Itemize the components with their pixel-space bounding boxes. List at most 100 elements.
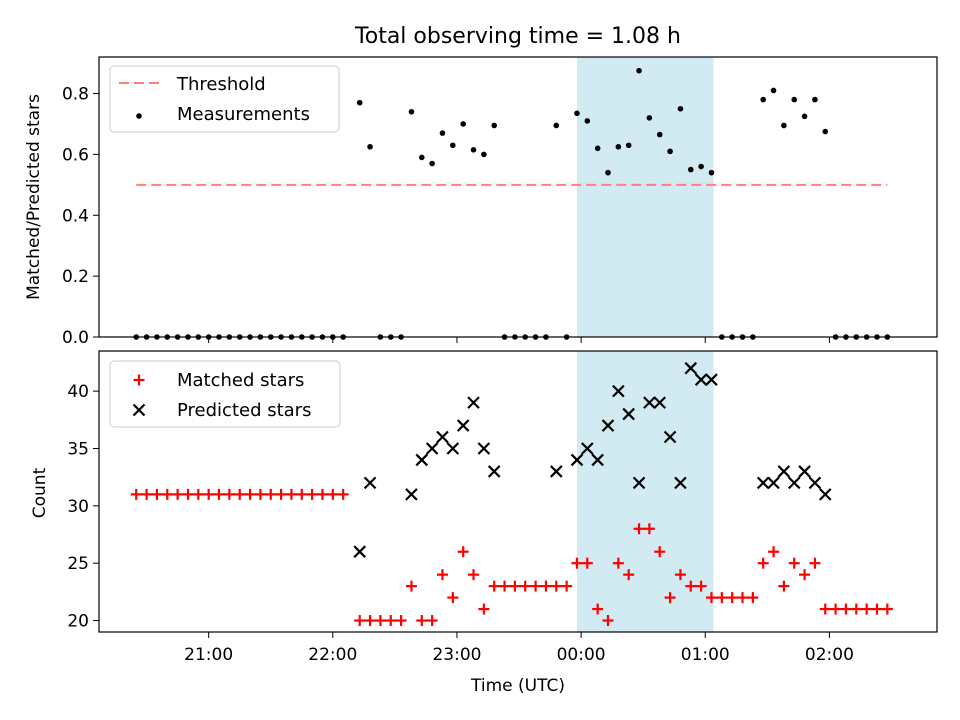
legend-measurement-label: Measurements <box>177 104 310 125</box>
measurement-point <box>667 148 673 155</box>
matched-star-point <box>819 603 831 615</box>
measurement-point <box>491 122 498 129</box>
matched-star-point <box>581 557 593 569</box>
matched-star-point <box>395 615 407 627</box>
matched-star-point <box>130 488 142 500</box>
y-tick-label: 0.8 <box>62 85 89 105</box>
measurement-point <box>781 122 787 129</box>
bottom-x-ticks: 21:00 22:00 23:00 00:00 01:00 02:00 <box>184 632 854 665</box>
y-tick-label: 35 <box>67 439 89 459</box>
measurement-point <box>698 163 704 170</box>
matched-star-point <box>592 603 604 615</box>
measurement-point <box>574 110 580 117</box>
predicted-star-point <box>643 396 656 409</box>
matched-star-point <box>809 557 821 569</box>
x-b <box>601 419 615 432</box>
matched-star-point <box>674 569 686 581</box>
measurement-point <box>615 143 622 150</box>
matched-star-point <box>316 488 328 500</box>
y-tick-label: 0.0 <box>62 328 89 348</box>
x-b <box>363 476 377 490</box>
matched-star-point <box>306 488 318 500</box>
matched-star-point <box>747 592 759 604</box>
x-b <box>808 476 822 490</box>
top-y-ticks: 0.0 0.2 0.4 0.6 0.8 <box>62 85 99 348</box>
predicted-star-point <box>415 453 429 467</box>
matched-star-point <box>778 580 790 592</box>
measurement-point <box>408 108 415 115</box>
measurement-point <box>553 122 560 129</box>
matched-star-point <box>354 615 366 627</box>
top-y-axis-label: Matched/Predicted stars <box>24 94 44 300</box>
matched-star-point <box>499 580 511 592</box>
matched-star-point <box>788 557 800 569</box>
predicted-star-point <box>436 430 449 444</box>
matched-star-point <box>478 603 490 615</box>
predicted-star-point <box>756 476 770 490</box>
matched-star-point <box>327 488 339 500</box>
x-b <box>612 384 625 398</box>
x-b <box>415 453 429 467</box>
matched-star-point <box>426 615 438 627</box>
predicted-star-point <box>684 361 698 375</box>
bottom-panel: 20 25 30 35 40 21:00 22:00 23:00 00:00 01:00 02:0… <box>30 350 938 696</box>
x-b <box>705 373 718 386</box>
predicted-star-point <box>456 419 470 432</box>
matched-star-point <box>654 546 666 558</box>
matched-star-point <box>213 488 225 500</box>
x-b <box>581 442 594 455</box>
predicted-star-point <box>581 442 594 455</box>
matched-star-point <box>705 592 717 604</box>
x-b <box>467 396 480 409</box>
x-b <box>446 442 460 455</box>
measurement-point <box>656 131 663 138</box>
matched-star-point <box>416 615 428 627</box>
matched-star-point <box>141 488 153 500</box>
predicted-star-point <box>674 476 687 490</box>
x-b <box>487 465 501 478</box>
matched-star-point <box>519 580 531 592</box>
measurement-point <box>605 169 611 176</box>
measurement-point <box>450 142 456 149</box>
measurement-point <box>812 96 818 103</box>
shaded-interval <box>576 351 714 632</box>
measurement-point <box>439 130 446 136</box>
predicted-star-point <box>601 419 615 432</box>
matched-star-point <box>530 580 542 592</box>
x-b <box>798 465 811 478</box>
legend-predicted-swatch <box>132 403 146 417</box>
measurement-point <box>687 166 694 173</box>
measurement-point <box>760 96 766 103</box>
matched-star-point <box>192 488 204 500</box>
matched-star-point <box>364 615 376 627</box>
measurement-point <box>584 118 591 124</box>
y-tick-label: 20 <box>67 612 89 632</box>
legend-matched-label: Matched stars <box>177 370 304 391</box>
top-legend: Threshold Measurements <box>109 65 340 133</box>
measurement-point <box>625 142 632 149</box>
x-b <box>787 476 801 490</box>
predicted-stars-points <box>353 361 832 558</box>
matched-star-point <box>223 488 235 500</box>
x-b <box>425 442 439 455</box>
matched-star-point <box>768 546 780 558</box>
matched-star-point <box>436 569 448 581</box>
x-tick-label: 23:00 <box>432 645 481 665</box>
measurement-point <box>770 87 777 94</box>
measurement-point <box>460 121 466 127</box>
matched-star-point <box>861 603 873 615</box>
x-b <box>132 403 146 417</box>
matched-star-point <box>457 546 469 558</box>
matched-stars-points <box>130 488 893 627</box>
matched-star-point <box>550 580 562 592</box>
predicted-star-point <box>570 453 584 467</box>
matched-star-point <box>726 592 738 604</box>
predicted-star-point <box>477 442 491 455</box>
measurement-point <box>636 67 642 74</box>
x-tick-label: 01:00 <box>681 645 730 665</box>
legend-predicted-marker <box>132 403 146 417</box>
measurement-point <box>822 128 829 135</box>
matched-star-point <box>664 592 676 604</box>
predicted-star-point <box>467 396 480 409</box>
predicted-star-point <box>425 442 439 455</box>
